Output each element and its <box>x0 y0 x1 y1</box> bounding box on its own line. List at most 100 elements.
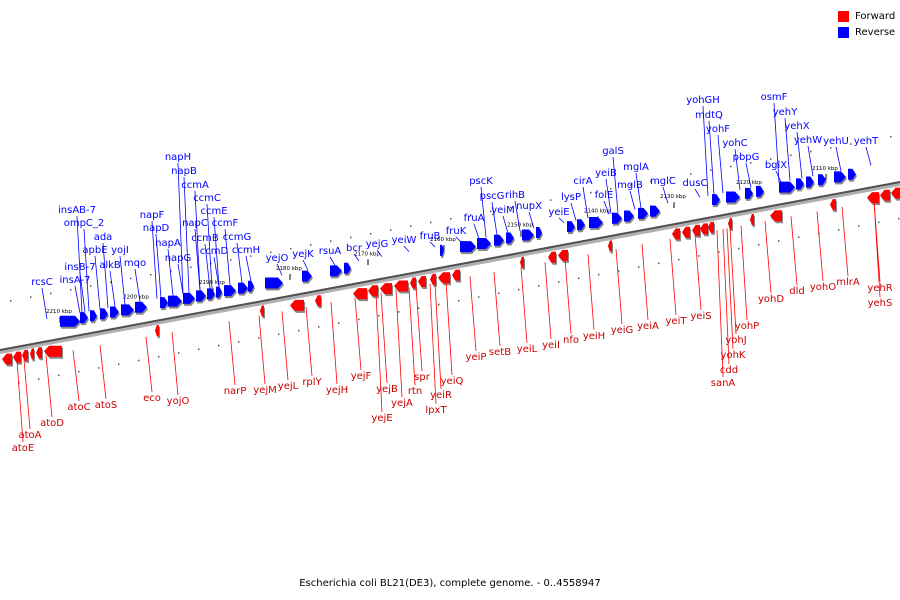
guide-dot <box>90 285 92 287</box>
reverse-gene-leader <box>865 146 872 166</box>
genome-axis <box>0 181 900 354</box>
forward-gene-arrow <box>770 210 782 222</box>
reverse-gene-leader <box>177 263 184 294</box>
reverse-gene-label: yejG <box>366 239 389 250</box>
forward-gene-label: narP <box>224 386 247 397</box>
guide-dot <box>518 288 520 291</box>
reverse-gene-arrow <box>536 226 542 238</box>
reverse-gene-arrow <box>756 185 764 197</box>
reverse-gene-label: yehX <box>784 121 809 132</box>
guide-dot <box>898 217 900 220</box>
forward-gene-leader <box>520 266 528 344</box>
forward-gene-label: spr <box>414 372 431 383</box>
reverse-gene-arrow <box>712 194 720 206</box>
reverse-gene-label: dusC <box>683 178 708 189</box>
forward-gene-label: yohJ <box>725 335 746 346</box>
reverse-gene-arrow <box>494 234 504 246</box>
forward-gene-arrow <box>13 351 21 363</box>
forward-gene-leader <box>790 216 798 286</box>
forward-gene-arrow <box>880 189 890 201</box>
reverse-gene-label: insA-7 <box>60 275 91 286</box>
map-decor <box>10 135 900 384</box>
forward-gene-arrow <box>682 226 690 238</box>
forward-gene-label: nfo <box>563 335 579 346</box>
reverse-gene-leader <box>480 186 487 238</box>
guide-dot <box>378 314 380 317</box>
forward-gene-leader <box>408 287 416 386</box>
forward-gene-arrow <box>708 221 714 233</box>
reverse-gene-label: napA <box>155 238 181 249</box>
reverse-gene-label: yehY <box>773 107 798 118</box>
forward-gene-label: setB <box>489 347 511 358</box>
forward-gene-arrow <box>36 347 42 359</box>
reverse-swatch <box>838 26 849 38</box>
reverse-gene-arrow <box>238 282 248 294</box>
guide-dot <box>478 296 480 298</box>
strand-legend: Forward Reverse <box>838 8 895 40</box>
forward-gene-arrow <box>750 214 754 225</box>
reverse-gene-label: yehU <box>823 136 849 147</box>
reverse-gene-arrow <box>60 315 80 327</box>
guide-dot <box>258 337 260 339</box>
reverse-gene-leader <box>134 268 141 302</box>
reverse-gene-label: rsuA <box>319 246 342 257</box>
reverse-gene-label: yeiM <box>491 205 514 216</box>
reverse-gene-arrow <box>90 310 97 322</box>
reverse-gene-label: fruK <box>446 226 467 237</box>
forward-gene-label: yejH <box>326 385 348 396</box>
guide-dot <box>230 259 232 261</box>
reverse-gene-arrow <box>330 265 342 277</box>
forward-gene-arrow <box>452 269 460 281</box>
reverse-gene-leader <box>514 200 521 231</box>
guide-dot <box>450 218 452 220</box>
forward-gene-arrow <box>520 256 524 268</box>
reverse-gene-label: bcr <box>346 243 363 254</box>
reverse-gene-leader <box>276 263 283 276</box>
forward-gene-label: yohD <box>758 294 784 305</box>
reverse-gene-label: napF <box>140 210 165 221</box>
reverse-gene-leader <box>784 117 791 181</box>
forward-gene-leader <box>694 234 702 311</box>
reverse-gene-label: ccmG <box>223 232 252 243</box>
guide-dot <box>758 244 760 246</box>
reverse-gene-arrow <box>638 207 648 219</box>
reverse-gene-leader <box>807 145 814 177</box>
reverse-gene-arrow <box>344 262 351 274</box>
guide-dot <box>718 251 720 253</box>
reverse-gene-leader <box>94 255 101 310</box>
guide-dot <box>10 300 12 302</box>
reverse-gene-label: yohGH <box>686 95 720 106</box>
reverse-gene-leader <box>745 162 752 188</box>
forward-gene-leader <box>16 360 24 443</box>
reverse-gene-leader <box>702 105 709 196</box>
guide-dot <box>278 333 280 336</box>
guide-dot <box>498 292 500 295</box>
reverse-gene-label: mglB <box>617 180 643 191</box>
forward-gene-leader <box>72 350 80 402</box>
axis-tick-label: 2130 kbp <box>660 194 686 200</box>
forward-gene-arrow <box>353 288 367 300</box>
forward-gene-leader <box>23 359 31 430</box>
axis-ticks: 2210 kbp 2200 kbp 2190 kbp 2180 kbp 2170 kbp… <box>46 166 838 323</box>
reverse-gene-leader <box>612 156 619 213</box>
reverse-gene-leader <box>717 134 724 194</box>
reverse-gene-label: alkB <box>99 260 121 271</box>
forward-gene-leader <box>726 228 734 350</box>
guide-dot <box>770 158 772 160</box>
guide-dot <box>58 374 60 377</box>
guide-dot <box>310 244 312 246</box>
reverse-gene-leader <box>773 102 780 183</box>
reverse-gene-leader <box>119 255 126 305</box>
reverse-gene-leader <box>74 285 81 314</box>
forward-gene-arrow <box>891 187 900 199</box>
guide-dot <box>830 147 832 149</box>
axis-line <box>0 181 900 351</box>
forward-gene-arrow <box>728 218 732 230</box>
reverse-gene-leader <box>528 211 535 229</box>
guide-dot <box>598 273 600 276</box>
forward-gene-label: atoD <box>40 418 64 429</box>
forward-gene-arrow <box>692 224 700 236</box>
reverse-gene-label: mqo <box>124 258 146 269</box>
reverse-gene-arrow <box>80 312 88 324</box>
